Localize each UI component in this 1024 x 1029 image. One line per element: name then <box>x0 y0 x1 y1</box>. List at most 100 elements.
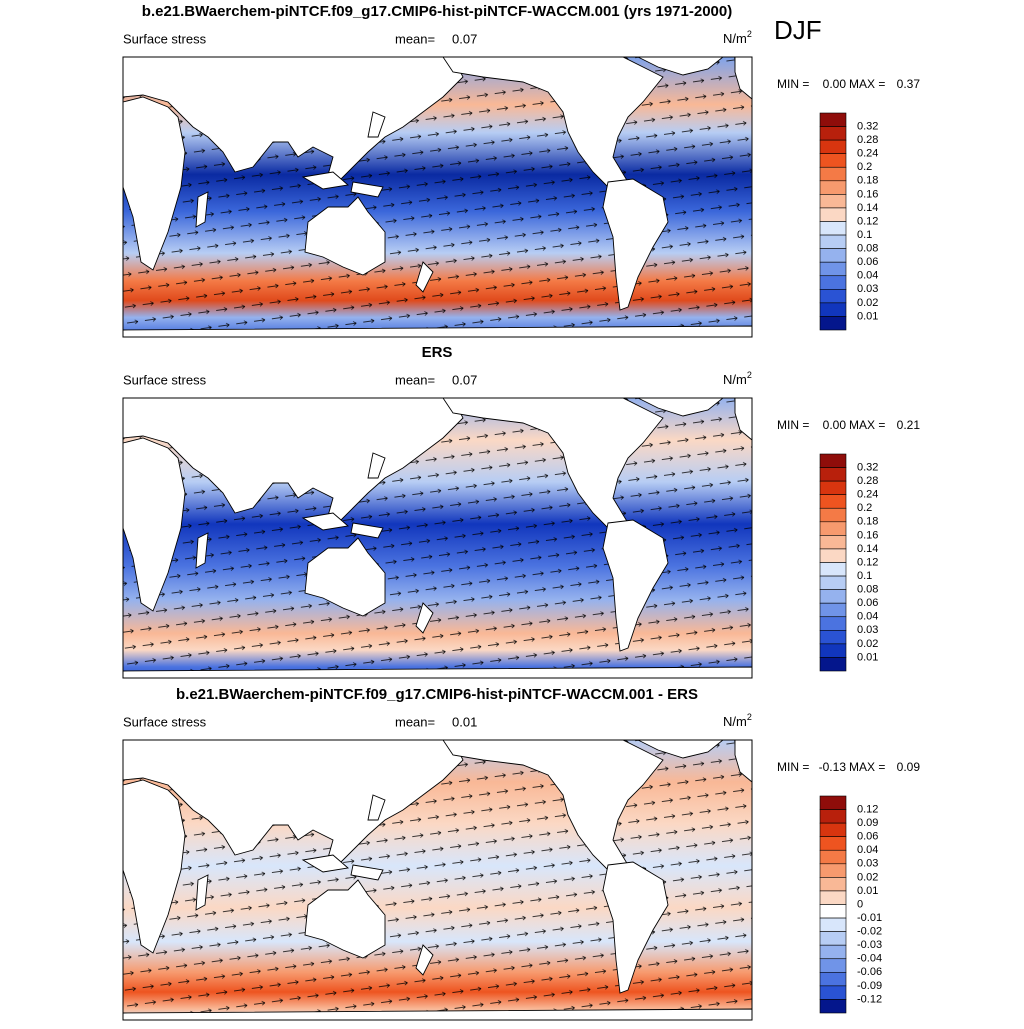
colorbar-box <box>819 958 847 973</box>
mean-label: mean= <box>395 372 435 387</box>
colorbar-label: 0.28 <box>857 475 878 487</box>
colorbar-box <box>819 275 847 290</box>
colorbar-box <box>819 877 847 892</box>
colorbar-label: 0.24 <box>857 489 878 501</box>
colorbar-label: 0.16 <box>857 529 878 541</box>
colorbar-box <box>819 630 847 645</box>
colorbar-label: 0.2 <box>857 502 872 514</box>
max-value: 0.37 <box>897 77 921 91</box>
colorbar-label: 0.12 <box>857 556 878 568</box>
units-exponent: 2 <box>747 712 752 722</box>
colorbar-label: -0.03 <box>857 939 882 951</box>
units: N/m2 <box>723 29 752 46</box>
colorbar-box <box>819 863 847 878</box>
colorbar-label: 0.32 <box>857 120 878 132</box>
map-frame <box>122 739 753 1021</box>
colorbar-box <box>819 795 847 810</box>
colorbar-box <box>819 194 847 209</box>
colorbar-box <box>819 562 847 577</box>
colorbar-label: 0.24 <box>857 148 878 160</box>
colorbar-label: 0.09 <box>857 817 878 829</box>
colorbar-label: 0.28 <box>857 134 878 146</box>
colorbar-label: -0.01 <box>857 912 882 924</box>
units: N/m2 <box>723 370 752 387</box>
colorbar-label: 0.12 <box>857 215 878 227</box>
panel-title: b.e21.BWaerchem-piNTCF.f09_g17.CMIP6-his… <box>176 686 698 703</box>
map-frame <box>122 397 753 679</box>
max-value: 0.21 <box>897 418 921 432</box>
max-value: 0.09 <box>897 760 921 774</box>
colorbar-label: 0.02 <box>857 638 878 650</box>
season-label: DJF <box>774 15 822 45</box>
colorbar-box <box>819 153 847 168</box>
colorbar-box <box>819 643 847 658</box>
colorbar-box <box>819 207 847 222</box>
colorbar-box <box>819 166 847 182</box>
colorbar-box <box>819 234 847 249</box>
colorbar-box <box>819 112 847 127</box>
colorbar-box <box>819 602 847 618</box>
colorbar-box <box>819 836 847 851</box>
colorbar-box <box>819 548 847 563</box>
mean-label: mean= <box>395 714 435 729</box>
mean-value: 0.01 <box>452 714 477 729</box>
colorbar-label: 0.12 <box>857 803 878 815</box>
units-exponent: 2 <box>747 29 752 39</box>
min-label: MIN = <box>777 760 809 774</box>
colorbar-label: 0.08 <box>857 243 878 255</box>
colorbar-box <box>819 180 847 195</box>
colorbar-box <box>819 316 847 331</box>
colorbar-label: 0.03 <box>857 858 878 870</box>
colorbar-box <box>819 944 847 960</box>
colorbar-box <box>819 139 847 154</box>
colorbar-box <box>819 453 847 468</box>
colorbar-label: 0.08 <box>857 584 878 596</box>
colorbar-box <box>819 890 847 905</box>
map <box>122 56 753 338</box>
colorbar-label: 0.01 <box>857 885 878 897</box>
colorbar-label: 0.06 <box>857 256 878 268</box>
colorbar-label: 0.1 <box>857 229 872 241</box>
colorbar-label: 0.2 <box>857 161 872 173</box>
colorbar-label: 0.04 <box>857 270 878 282</box>
colorbar-box <box>819 248 847 263</box>
units-exponent: 2 <box>747 370 752 380</box>
colorbar-box <box>819 849 847 865</box>
colorbar-label: 0.16 <box>857 188 878 200</box>
colorbar-label: 0.06 <box>857 597 878 609</box>
colorbar-label: 0 <box>857 898 863 910</box>
colorbar-box <box>819 494 847 509</box>
colorbar-label: 0.02 <box>857 297 878 309</box>
colorbar-label: 0.03 <box>857 624 878 636</box>
min-label: MIN = <box>777 77 809 91</box>
colorbar-box <box>819 535 847 550</box>
colorbar-label: 0.04 <box>857 844 878 856</box>
units-base: N/m <box>723 714 747 729</box>
map <box>122 739 753 1021</box>
colorbar-box <box>819 480 847 495</box>
field-label: Surface stress <box>123 714 207 729</box>
colorbar-label: 0.18 <box>857 516 878 528</box>
max-label: MAX = <box>849 760 885 774</box>
colorbar-box <box>819 809 847 824</box>
units: N/m2 <box>723 712 752 729</box>
colorbar-box <box>819 999 847 1014</box>
mean-value: 0.07 <box>452 372 477 387</box>
colorbar-label: 0.32 <box>857 461 878 473</box>
colorbar-label: -0.04 <box>857 953 882 965</box>
map-frame <box>122 56 753 338</box>
mean-label: mean= <box>395 31 435 46</box>
colorbar-label: 0.14 <box>857 543 878 555</box>
colorbar-box <box>819 917 847 932</box>
colorbar-box <box>819 931 847 946</box>
panel-title: ERS <box>422 344 453 361</box>
panel-title: b.e21.BWaerchem-piNTCF.f09_g17.CMIP6-his… <box>142 3 732 20</box>
units-base: N/m <box>723 31 747 46</box>
map <box>122 397 753 679</box>
max-label: MAX = <box>849 77 885 91</box>
colorbar-label: 0.01 <box>857 651 878 663</box>
colorbar-box <box>819 289 847 304</box>
colorbar-label: 0.01 <box>857 310 878 322</box>
field-label: Surface stress <box>123 372 207 387</box>
colorbar-box <box>819 972 847 987</box>
